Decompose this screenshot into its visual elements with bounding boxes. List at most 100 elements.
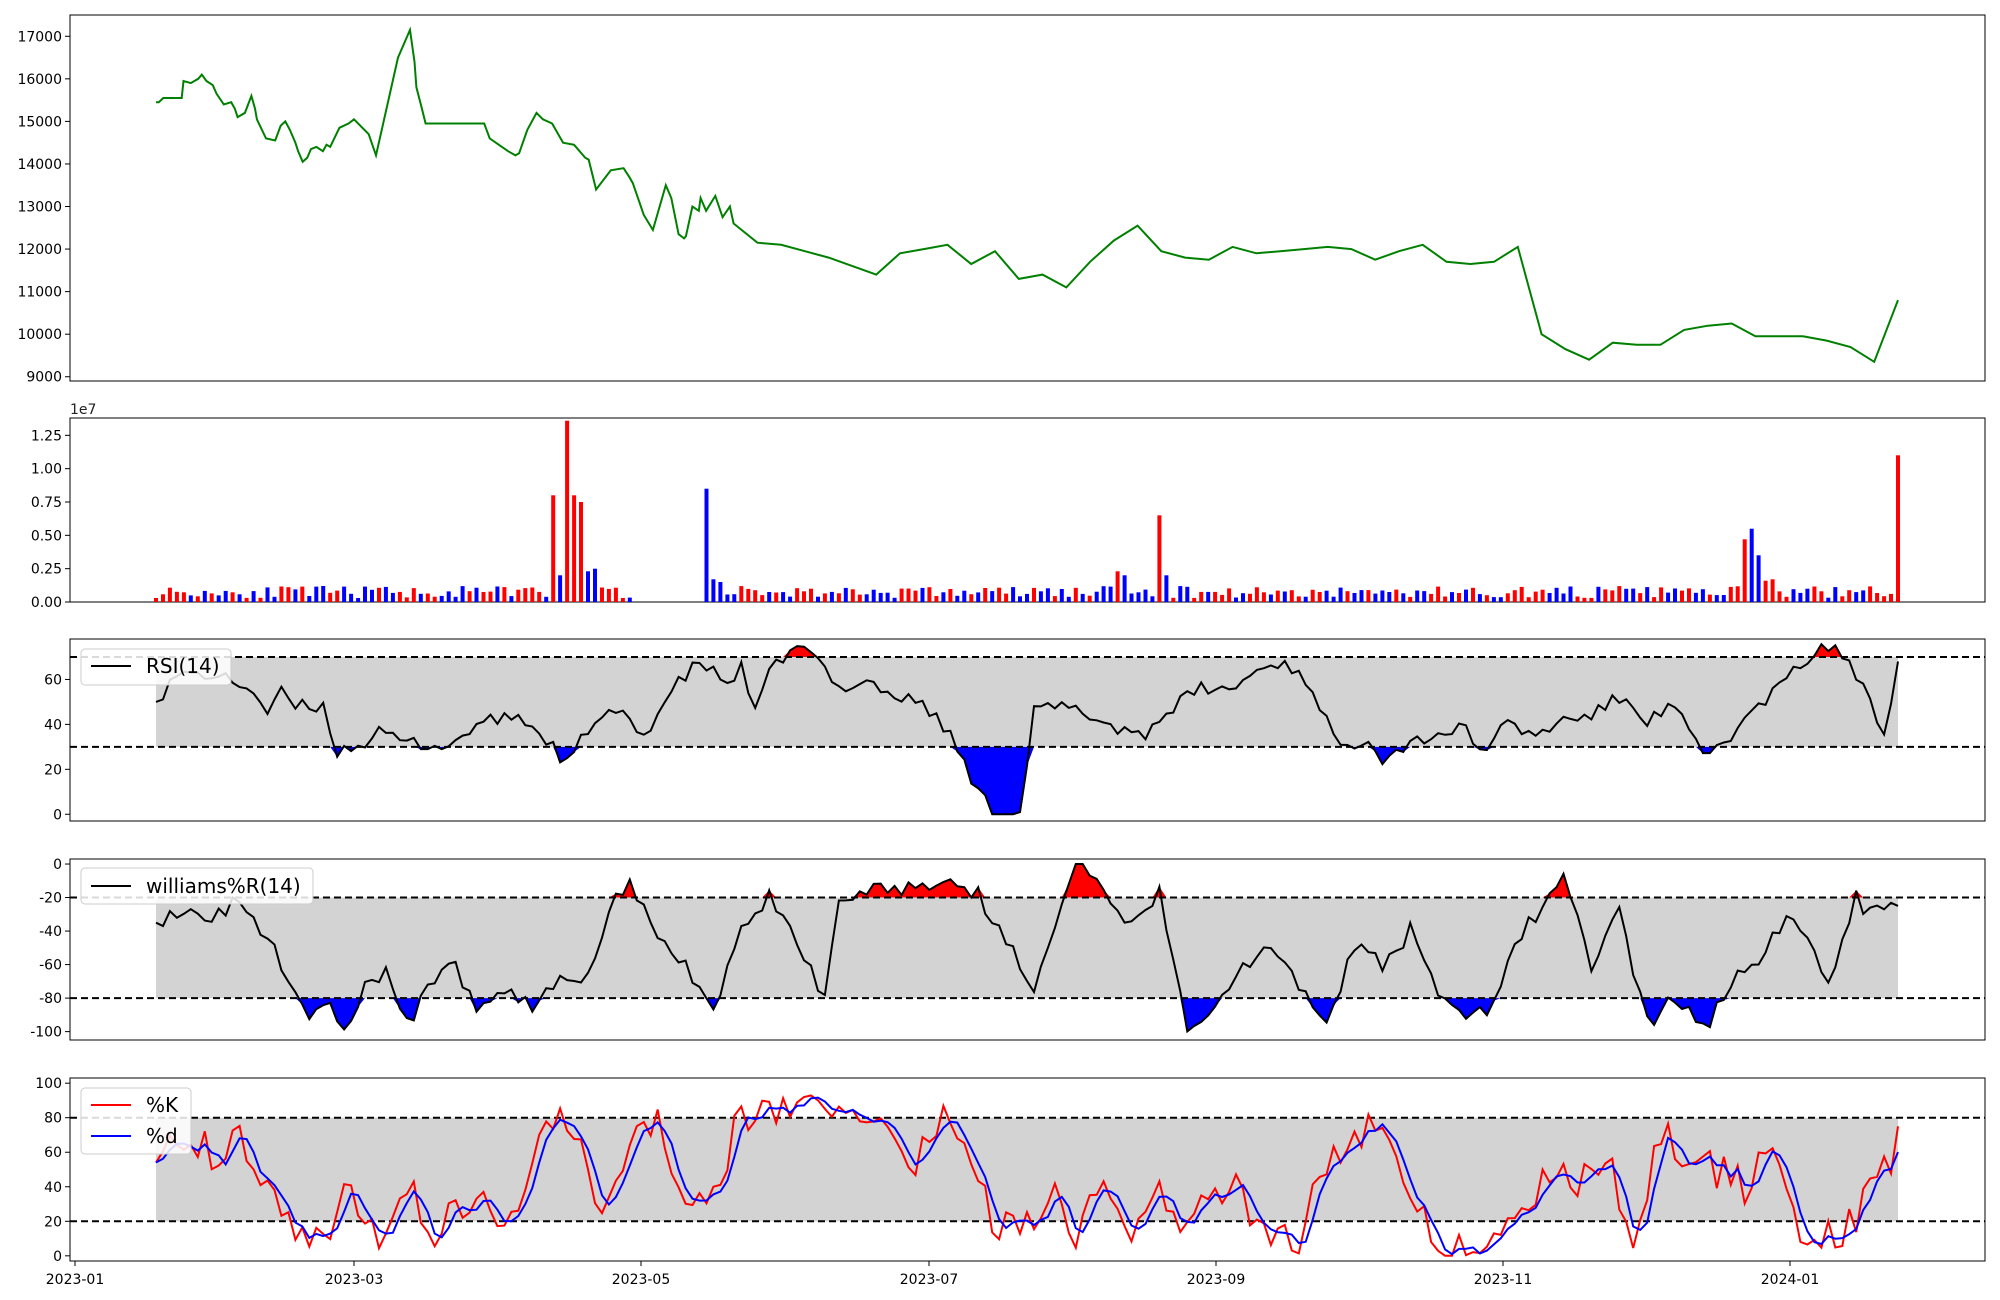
volume-bar: [1547, 593, 1552, 602]
volume-bar: [1826, 597, 1831, 602]
volume-bar: [1268, 594, 1273, 602]
volume-bar: [802, 591, 806, 602]
volume-bar: [209, 593, 214, 602]
volume-bar: [460, 586, 465, 602]
volume-bar: [600, 587, 604, 602]
volume-bar: [1554, 587, 1559, 602]
volume-bar: [1338, 587, 1343, 602]
volume-bar: [620, 598, 625, 602]
y-tick-label: 0.00: [31, 595, 62, 611]
y-tick-label: 40: [44, 1180, 62, 1196]
volume-bar: [1484, 595, 1489, 602]
volume-bar: [1457, 593, 1461, 602]
volume-bar: [572, 495, 577, 602]
y-tick-label: 16000: [17, 72, 62, 88]
y-tick-label: 60: [44, 672, 62, 688]
volume-bar: [1296, 596, 1301, 602]
volume-bar: [1164, 575, 1169, 602]
volume-bar: [390, 592, 395, 602]
volume-bar: [1436, 586, 1441, 602]
y-tick-label: 0.75: [31, 495, 62, 511]
volume-bar: [760, 595, 765, 602]
stochastic-legend: %K %d: [80, 1087, 192, 1155]
volume-bar: [1059, 589, 1064, 602]
volume-bar: [1310, 589, 1315, 602]
volume-bar: [1742, 539, 1747, 602]
volume-bar: [1408, 596, 1413, 602]
volume-bar: [349, 593, 354, 602]
volume-bar: [871, 589, 876, 602]
volume-bar: [1812, 586, 1817, 602]
volume-bar: [328, 592, 333, 602]
volume-bar: [997, 587, 1002, 602]
volume-bar: [1721, 595, 1726, 602]
volume-bar: [223, 590, 228, 602]
volume-bar: [258, 597, 263, 602]
y-tick-label: 1.25: [31, 428, 62, 444]
volume-bar: [1777, 591, 1782, 602]
volume-bar: [509, 596, 514, 602]
volume-bar: [850, 589, 855, 602]
volume-bar: [1324, 590, 1329, 602]
volume-bar: [1136, 592, 1141, 602]
williams-legend: williams%R(14): [80, 867, 314, 905]
y-tick-label: 13000: [17, 200, 62, 216]
volume-bar: [530, 587, 535, 602]
volume-bar: [976, 592, 981, 602]
volume-bar: [913, 590, 918, 602]
y-tick-label: 11000: [17, 285, 62, 301]
volume-bar: [788, 596, 793, 602]
volume-bar: [1603, 589, 1608, 602]
volume-bar: [1749, 528, 1754, 602]
volume-bar: [1477, 594, 1482, 602]
volume-bar: [1241, 593, 1245, 602]
volume-bar: [1080, 593, 1085, 602]
volume-bar: [1206, 591, 1211, 602]
indicator-line: [155, 642, 1899, 816]
volume-bar: [1693, 592, 1698, 602]
y-tick-label: 20: [44, 762, 62, 778]
volume-bar: [1596, 586, 1601, 602]
volume-bar: [927, 587, 932, 602]
volume-bar: [1359, 590, 1364, 602]
volume-bar: [495, 586, 500, 602]
volume-bar: [1415, 590, 1420, 602]
volume-bar: [370, 589, 374, 602]
volume-bar: [579, 502, 583, 602]
volume-bar: [1282, 591, 1287, 602]
volume-bar: [377, 587, 381, 602]
volume-bar: [314, 586, 319, 602]
volume-bar: [1450, 592, 1454, 602]
volume-bar: [843, 587, 848, 602]
volume-bar: [154, 598, 158, 602]
volume-bar: [934, 596, 939, 602]
volume-bar: [1833, 587, 1838, 602]
rsi-legend-label: RSI(14): [146, 654, 220, 678]
volume-bar: [335, 590, 340, 602]
y-tick-label: -80: [39, 991, 62, 1007]
y-tick-label: 12000: [17, 242, 62, 258]
volume-bar: [1526, 597, 1531, 602]
volume-bar: [1101, 586, 1106, 602]
stoch-k-legend-label: %K: [146, 1093, 179, 1117]
x-tick-label: 2023-09: [1187, 1272, 1246, 1288]
volume-bar: [753, 590, 758, 602]
volume-bar: [1784, 596, 1789, 602]
volume-bar: [983, 588, 988, 602]
volume-bar: [1798, 592, 1803, 602]
volume-bar: [356, 598, 361, 602]
x-tick-label: 2023-05: [612, 1272, 671, 1288]
volume-bar: [1171, 597, 1176, 602]
volume-bar: [969, 594, 974, 602]
volume-bar: [516, 589, 521, 602]
volume-bar: [613, 587, 618, 602]
volume-bar: [1714, 595, 1719, 602]
volume-bar: [1624, 588, 1629, 602]
volume-bar: [1756, 555, 1761, 602]
axes-frame: [69, 638, 1986, 822]
volume-bar: [1882, 596, 1887, 602]
axes-frame: [69, 14, 1986, 382]
volume-bar: [864, 594, 869, 602]
volume-bar: [446, 591, 451, 602]
volume-bar: [1659, 587, 1664, 602]
